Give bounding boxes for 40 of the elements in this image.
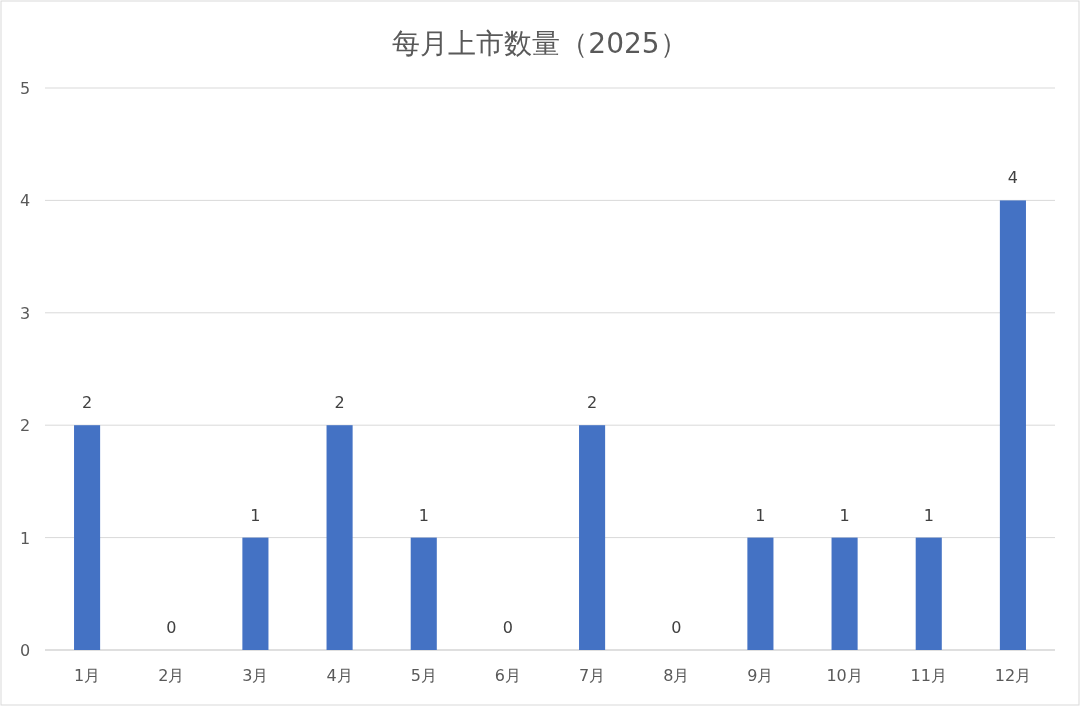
data-label: 0 — [502, 618, 514, 637]
data-label: 0 — [166, 618, 177, 637]
data-label: 1 — [839, 505, 850, 525]
x-tick-label: 3月 — [242, 666, 269, 685]
bar — [831, 537, 858, 650]
x-tick-label: 7月 — [578, 666, 606, 685]
bar — [410, 537, 437, 650]
chart-title: 每月上市数量（2025） — [392, 27, 688, 60]
data-label: 2 — [81, 393, 93, 413]
bar — [747, 537, 774, 650]
data-label: 1 — [923, 505, 934, 525]
bar — [999, 200, 1026, 650]
bar — [74, 425, 101, 650]
data-label: 1 — [755, 505, 766, 525]
data-label: 2 — [586, 393, 598, 413]
x-tick-label: 11月 — [910, 666, 947, 685]
x-tick-label: 9月 — [747, 666, 774, 685]
x-tick-label: 5月 — [410, 666, 437, 685]
x-tick-label: 12月 — [994, 666, 1032, 685]
data-label: 0 — [671, 618, 682, 637]
x-tick-label: 8月 — [663, 666, 690, 685]
bar — [579, 425, 606, 650]
data-label: 2 — [334, 393, 345, 413]
data-label: 4 — [1007, 168, 1019, 188]
y-tick-label: 3 — [19, 303, 31, 323]
y-tick-label: 0 — [19, 641, 31, 660]
x-tick-label: 6月 — [494, 666, 522, 685]
y-tick-label: 4 — [19, 191, 31, 211]
bar — [915, 537, 942, 650]
y-tick-label: 5 — [19, 79, 31, 98]
x-tick-label: 1月 — [73, 666, 101, 685]
x-tick-label: 10月 — [826, 666, 863, 685]
y-tick-label: 1 — [19, 528, 31, 548]
bar — [242, 537, 269, 650]
data-label: 1 — [418, 505, 429, 525]
bar — [326, 425, 353, 650]
y-tick-label: 2 — [19, 416, 31, 436]
x-tick-label: 4月 — [326, 666, 353, 685]
data-label: 1 — [250, 505, 261, 525]
x-tick-label: 2月 — [158, 666, 185, 685]
